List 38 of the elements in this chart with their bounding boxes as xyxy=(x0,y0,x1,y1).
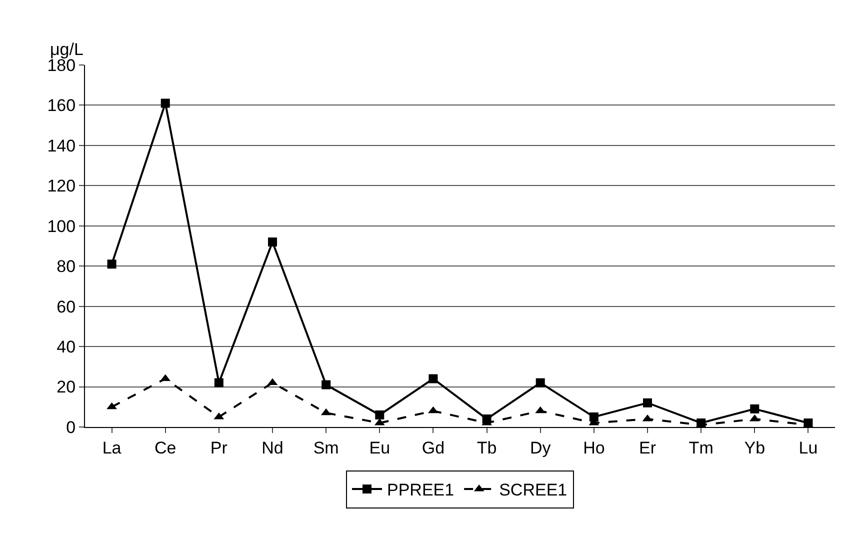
x-tick-label: Yb xyxy=(744,438,766,458)
x-tick-label: Ce xyxy=(154,438,176,458)
x-tick-label: Lu xyxy=(798,438,818,458)
y-tick-label: 80 xyxy=(56,257,76,276)
x-tick-label: Sm xyxy=(313,438,339,458)
y-tick-label: 20 xyxy=(56,378,76,397)
y-tick-label: 160 xyxy=(47,96,76,116)
x-tick-label: Eu xyxy=(369,438,390,458)
y-tick-label: 120 xyxy=(47,176,76,196)
point xyxy=(160,98,170,108)
point xyxy=(428,374,438,384)
x-tick-label: La xyxy=(102,438,122,458)
y-tick-label: 100 xyxy=(47,216,76,236)
point xyxy=(750,404,760,414)
point xyxy=(214,378,224,388)
y-tick-label: 40 xyxy=(56,338,76,357)
point xyxy=(106,402,117,410)
x-tick-label: Ho xyxy=(583,438,605,458)
x-tick-label: Gd xyxy=(422,438,445,458)
legend-label: SCREE1 xyxy=(499,480,568,500)
point xyxy=(107,260,116,269)
legend-label: PPREE1 xyxy=(387,480,454,500)
point xyxy=(268,237,277,246)
x-tick-label: Nd xyxy=(262,438,284,458)
x-tick-label: Er xyxy=(639,438,656,458)
y-tick-label: 60 xyxy=(56,297,76,316)
y-tick-label: 140 xyxy=(47,136,76,156)
point xyxy=(375,410,384,420)
x-tick-label: Dy xyxy=(530,438,552,458)
x-tick-label: Pr xyxy=(210,438,228,458)
point xyxy=(643,398,652,408)
y-tick-label: 0 xyxy=(66,418,76,437)
point xyxy=(322,380,331,390)
x-tick-label: Tb xyxy=(476,438,497,458)
point xyxy=(428,406,438,414)
point xyxy=(536,378,545,388)
point xyxy=(589,412,598,422)
x-tick-label: Tm xyxy=(688,438,714,458)
